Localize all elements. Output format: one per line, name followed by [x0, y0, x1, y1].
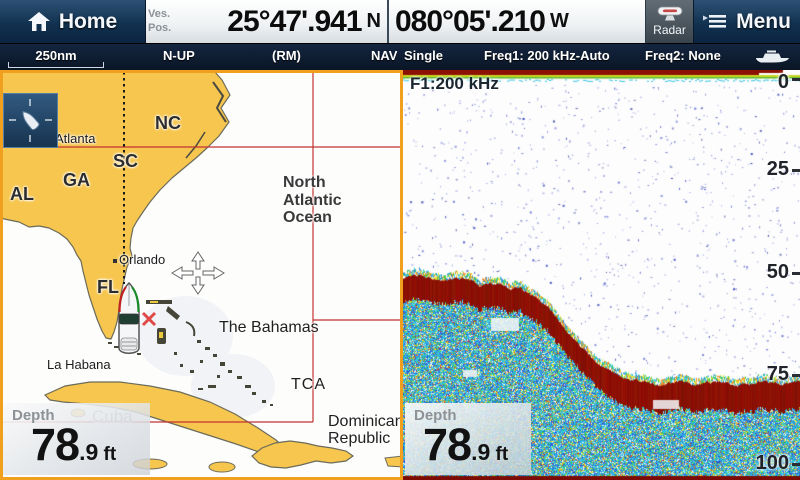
- motion-mode: (RM): [272, 48, 301, 63]
- label-tca: TCA: [291, 376, 326, 393]
- bahamas-islands: [108, 300, 273, 406]
- depth-tick-75: 75: [766, 363, 789, 385]
- state-label-nc: NC: [155, 113, 181, 133]
- depth-tick-25: 25: [766, 158, 789, 180]
- longitude-hemisphere: W: [549, 10, 569, 32]
- vessel-track-line: [123, 72, 125, 284]
- freq2-status: Freq2: None: [645, 48, 721, 63]
- depth-tickmark: [792, 374, 800, 377]
- chart-depth-box: Depth 78.9 ft: [3, 403, 150, 475]
- state-label-al: AL: [10, 184, 34, 204]
- top-bar: Home Ves. Pos. 25°47'.941 N 080°05'.210 …: [0, 0, 800, 44]
- state-label-ga: GA: [63, 170, 90, 190]
- depth-tickmark: [792, 463, 800, 466]
- depth-tickmark: [792, 272, 800, 275]
- home-label: Home: [58, 9, 118, 33]
- freq1-status: Freq1: 200 kHz-Auto: [484, 48, 610, 63]
- state-label-sc: SC: [113, 151, 139, 171]
- vessel-position-latitude[interactable]: Ves. Pos. 25°47'.941 N: [146, 0, 389, 43]
- own-vessel-icon[interactable]: [113, 282, 145, 360]
- sonar-channel-mode: Single: [404, 48, 444, 63]
- sonar-panel[interactable]: F1:200 kHz 0 25 50 75 100 Depth 78.9 ft: [403, 70, 800, 480]
- find-vessel-icon: [9, 99, 52, 142]
- depth-tickmark: [792, 78, 800, 81]
- city-label-atlanta: Atlanta: [55, 131, 96, 146]
- radar-dome-icon: [657, 6, 682, 21]
- depth-tick-50: 50: [766, 261, 789, 283]
- nav-status: NAV: [371, 48, 398, 63]
- home-button[interactable]: Home: [0, 0, 146, 43]
- chart-panel[interactable]: Atlanta NC SC GA AL FL Orlando North Atl…: [0, 70, 403, 480]
- orlando-town-dot: [113, 259, 117, 263]
- menu-label: Menu: [736, 9, 791, 33]
- longitude-value: 080°05'.210: [395, 4, 546, 38]
- chart-orientation: N-UP: [163, 48, 195, 63]
- vessel-status-icon: [756, 50, 789, 63]
- menu-button[interactable]: Menu: [694, 0, 800, 43]
- city-label-orlando: Orlando: [119, 252, 166, 267]
- ocean-label: North Atlantic Ocean: [283, 174, 342, 227]
- latitude-hemisphere: N: [366, 10, 381, 32]
- label-bahamas: The Bahamas: [219, 319, 319, 336]
- city-label-la-habana: La Habana: [47, 357, 111, 372]
- radar-label: Radar: [653, 23, 686, 37]
- pan-cursor-icon[interactable]: [170, 250, 226, 296]
- depth-tick-0: 0: [777, 71, 789, 93]
- label-dominican-2: Republic: [328, 430, 391, 447]
- state-label-fl: FL: [97, 277, 119, 297]
- depth-label: Depth: [12, 407, 55, 424]
- vessel-position-label: Ves. Pos.: [148, 8, 172, 34]
- radar-button[interactable]: Radar: [646, 0, 694, 43]
- waypoint-x-icon[interactable]: [141, 311, 157, 327]
- vessel-position-longitude[interactable]: 080°05'.210 W: [389, 0, 646, 43]
- latitude-value: 25°47'.941: [227, 4, 362, 38]
- chart-boundary-lines: [0, 72, 403, 423]
- depth-tickmark: [792, 169, 800, 172]
- sonar-depth-box: Depth 78.9 ft: [405, 403, 531, 475]
- hispaniola-island: [251, 440, 355, 469]
- label-dominican-1: Dominican: [328, 413, 403, 430]
- range-scale-bracket: [8, 62, 104, 68]
- sonar-frequency-label: F1:200 kHz: [410, 74, 499, 93]
- range-scale[interactable]: 250nm: [35, 48, 77, 63]
- home-icon: [27, 12, 50, 31]
- status-bar: 250nm N-UP (RM) NAV Single Freq1: 200 kH…: [0, 44, 800, 70]
- depth-tick-100: 100: [755, 452, 789, 474]
- find-vessel-button[interactable]: [3, 93, 58, 148]
- depth-label: Depth: [414, 407, 457, 424]
- depth-value: 78.9 ft: [423, 419, 509, 470]
- menu-icon: [703, 15, 727, 28]
- depth-value: 78.9 ft: [31, 419, 117, 470]
